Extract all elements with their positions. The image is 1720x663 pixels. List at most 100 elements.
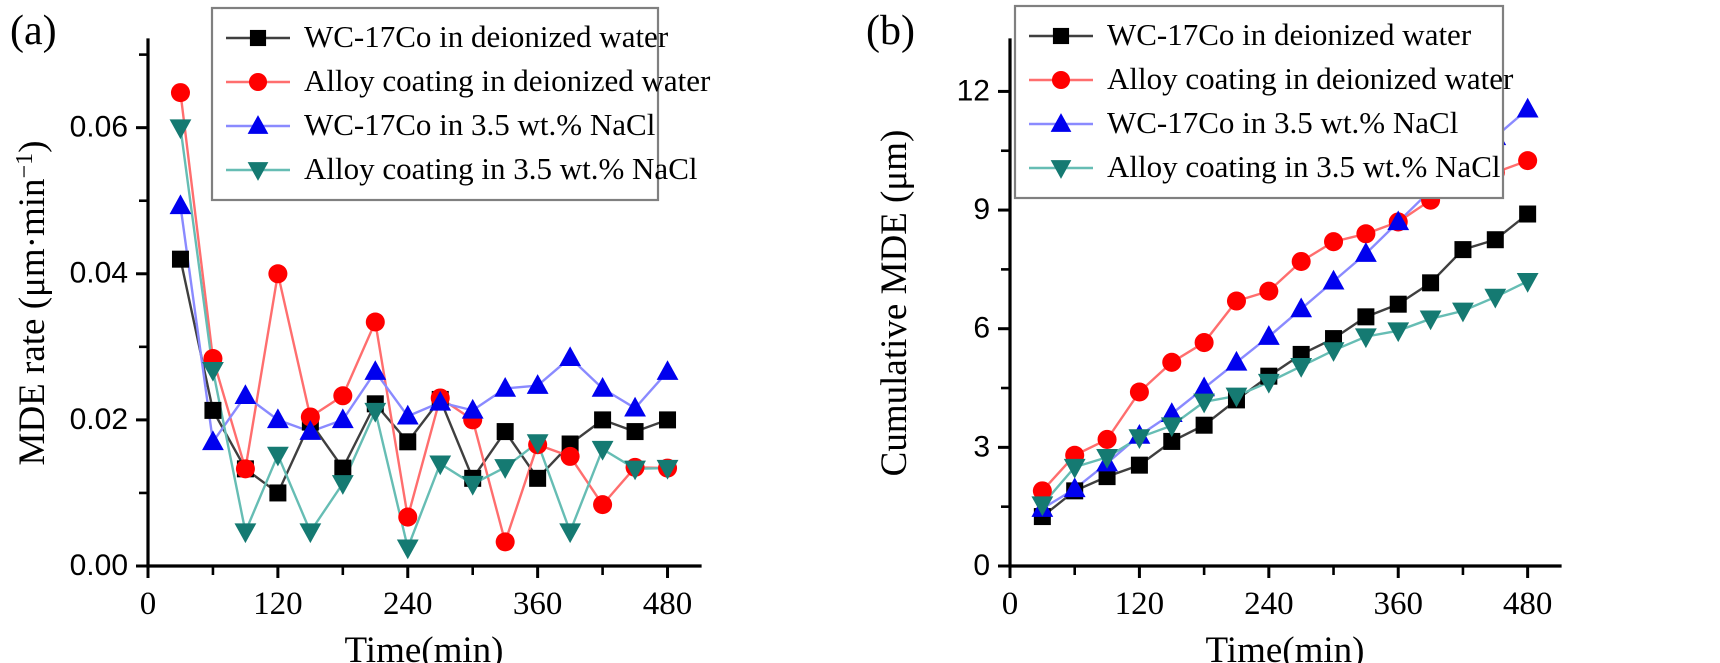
marker-circle bbox=[235, 459, 255, 479]
marker-circle bbox=[398, 507, 418, 527]
marker-circle bbox=[1291, 251, 1311, 271]
x-tick-label: 0 bbox=[1002, 586, 1019, 622]
marker-triangle-up bbox=[1160, 402, 1183, 422]
marker-circle bbox=[560, 446, 580, 466]
marker-circle bbox=[1226, 291, 1246, 311]
marker-triangle-up bbox=[591, 377, 614, 397]
marker-triangle-down bbox=[591, 440, 614, 461]
marker-square bbox=[1052, 27, 1070, 45]
marker-triangle-up bbox=[396, 404, 419, 425]
marker-triangle-up bbox=[1225, 350, 1248, 371]
y-tick-label: 6 bbox=[973, 312, 990, 345]
marker-triangle-down bbox=[1031, 496, 1054, 517]
x-tick-label: 120 bbox=[253, 586, 303, 622]
y-tick-label: 0 bbox=[973, 549, 990, 582]
panel-tag: (a) bbox=[10, 8, 57, 54]
x-axis-title: Time(min) bbox=[1206, 630, 1365, 663]
marker-triangle-up bbox=[234, 384, 257, 405]
marker-square bbox=[1357, 308, 1375, 326]
marker-circle bbox=[268, 264, 288, 284]
y-tick-label: 0.04 bbox=[70, 257, 128, 290]
marker-triangle-up bbox=[202, 430, 224, 451]
marker-circle bbox=[365, 312, 385, 332]
marker-triangle-down bbox=[1193, 393, 1216, 414]
marker-triangle-up bbox=[331, 408, 354, 429]
marker-square bbox=[171, 250, 189, 268]
panel-b: 0 3 6 9 12 0 120 240 360 480 Time(min) Cumulative M… bbox=[860, 0, 1720, 663]
legend-label-1: WC-17Co in deionized water bbox=[1107, 17, 1472, 52]
marker-triangle-down bbox=[559, 523, 582, 544]
marker-circle bbox=[495, 532, 515, 552]
marker-square bbox=[529, 469, 547, 487]
marker-triangle-up bbox=[247, 115, 269, 134]
marker-square bbox=[659, 411, 677, 429]
marker-square bbox=[204, 401, 222, 419]
marker-triangle-up bbox=[1050, 113, 1072, 132]
marker-square bbox=[1454, 241, 1472, 259]
x-tick-label: 360 bbox=[1373, 586, 1423, 622]
marker-triangle-down bbox=[1322, 342, 1345, 362]
marker-circle bbox=[1518, 151, 1538, 171]
marker-triangle-down bbox=[624, 460, 646, 481]
marker-triangle-down bbox=[1160, 417, 1183, 438]
y-tick-label: 0.06 bbox=[70, 111, 128, 144]
y-tick-label: 9 bbox=[973, 193, 990, 226]
legend-label-2: Alloy coating in deionized water bbox=[1107, 61, 1514, 96]
marker-triangle-down bbox=[526, 434, 549, 455]
marker-circle bbox=[333, 386, 353, 406]
marker-triangle-down bbox=[1128, 429, 1151, 449]
marker-triangle-down bbox=[202, 361, 224, 382]
marker-circle bbox=[1162, 352, 1182, 372]
y-axis-title-main: MDE rate (μm·min bbox=[12, 178, 53, 465]
x-axis-title: Time(min) bbox=[345, 630, 504, 663]
marker-triangle-down bbox=[1484, 288, 1507, 309]
marker-square bbox=[1389, 295, 1407, 313]
marker-triangle-up bbox=[1290, 297, 1313, 318]
marker-square bbox=[1195, 416, 1213, 434]
marker-triangle-down bbox=[1516, 272, 1539, 293]
legend: WC-17Co in deionized water Alloy coating … bbox=[210, 6, 711, 202]
x-tick-label: 480 bbox=[643, 586, 693, 622]
legend-box bbox=[210, 6, 660, 202]
marker-triangle-down bbox=[1096, 448, 1118, 469]
marker-circle bbox=[1032, 481, 1052, 501]
marker-triangle-up bbox=[494, 377, 517, 397]
marker-square bbox=[1130, 456, 1148, 474]
marker-square bbox=[399, 433, 417, 451]
marker-triangle-down bbox=[364, 402, 387, 423]
legend: WC-17Co in deionized water Alloy coating … bbox=[1013, 4, 1514, 200]
marker-square bbox=[496, 423, 514, 441]
marker-square bbox=[269, 484, 287, 502]
panel-tag: (b) bbox=[866, 8, 915, 54]
marker-square bbox=[249, 29, 267, 47]
marker-triangle-down bbox=[1063, 458, 1086, 479]
marker-triangle-up bbox=[1516, 97, 1539, 118]
marker-square bbox=[1098, 468, 1116, 486]
marker-triangle-up bbox=[1193, 376, 1216, 397]
marker-triangle-up bbox=[266, 408, 289, 429]
marker-circle bbox=[1051, 70, 1071, 90]
y-tick-label: 12 bbox=[957, 74, 990, 107]
marker-triangle-down bbox=[299, 523, 322, 544]
marker-triangle-down bbox=[169, 119, 192, 140]
marker-circle bbox=[300, 407, 320, 427]
marker-triangle-down bbox=[1050, 160, 1072, 179]
marker-triangle-up bbox=[1257, 325, 1280, 345]
panel-a: 0.00 0.02 0.04 0.06 0 120 240 360 480 Time(min) MD… bbox=[10, 6, 711, 663]
series-line-4 bbox=[179, 127, 668, 552]
marker-triangle-down bbox=[656, 459, 679, 480]
marker-triangle-down bbox=[247, 162, 269, 181]
marker-circle bbox=[1259, 281, 1279, 301]
marker-triangle-up bbox=[299, 420, 322, 440]
marker-triangle-up bbox=[364, 360, 387, 380]
marker-square bbox=[1519, 205, 1537, 223]
marker-triangle-down bbox=[1452, 302, 1474, 323]
y-axis-title-tail: ) bbox=[12, 141, 53, 153]
x-tick-label: 240 bbox=[383, 586, 433, 622]
marker-triangle-down bbox=[1225, 387, 1248, 408]
marker-triangle-up bbox=[1322, 269, 1345, 290]
y-tick-label: 0.02 bbox=[70, 403, 128, 436]
marker-square bbox=[1486, 231, 1504, 249]
